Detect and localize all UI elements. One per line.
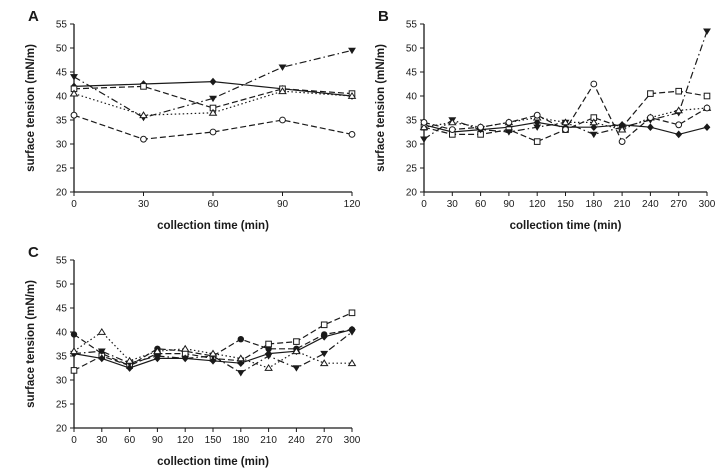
svg-text:surface tension (mN/m): surface tension (mN/m) (375, 44, 387, 172)
svg-text:45: 45 (56, 68, 68, 79)
svg-text:240: 240 (642, 199, 659, 210)
svg-text:30: 30 (406, 140, 418, 151)
svg-text:40: 40 (56, 92, 68, 103)
svg-text:0: 0 (71, 435, 77, 446)
svg-text:50: 50 (56, 280, 68, 291)
svg-text:45: 45 (56, 304, 68, 315)
svg-text:120: 120 (344, 199, 361, 210)
svg-text:300: 300 (344, 435, 361, 446)
svg-text:collection time (min): collection time (min) (157, 220, 269, 232)
svg-text:55: 55 (56, 256, 68, 267)
svg-text:150: 150 (557, 199, 574, 210)
svg-text:30: 30 (96, 435, 108, 446)
svg-text:40: 40 (406, 92, 418, 103)
svg-text:20: 20 (56, 424, 68, 435)
svg-text:300: 300 (699, 199, 716, 210)
svg-text:45: 45 (406, 68, 418, 79)
panel-b-label: B (378, 8, 389, 25)
svg-text:90: 90 (277, 199, 289, 210)
svg-text:270: 270 (670, 199, 687, 210)
svg-text:120: 120 (529, 199, 546, 210)
chart-plot: 0 30 60 90 120 150 180 210 240 270 300 20 25 30 35 40 45… (25, 256, 361, 469)
svg-text:collection time (min): collection time (min) (157, 456, 269, 468)
svg-text:270: 270 (316, 435, 333, 446)
svg-text:35: 35 (56, 116, 68, 127)
svg-text:35: 35 (406, 116, 418, 127)
svg-text:90: 90 (152, 435, 164, 446)
svg-text:40: 40 (56, 328, 68, 339)
svg-text:collection time (min): collection time (min) (510, 220, 622, 232)
svg-text:surface tension (mN/m): surface tension (mN/m) (25, 280, 37, 408)
panel-a: A 0 30 60 90 120 20 25 30 35 40 45 50 55 collection t… (22, 6, 362, 236)
panel-c-label: C (28, 244, 39, 261)
svg-text:30: 30 (56, 140, 68, 151)
svg-text:50: 50 (406, 44, 418, 55)
svg-text:20: 20 (56, 188, 68, 199)
svg-text:60: 60 (475, 199, 487, 210)
svg-text:50: 50 (56, 44, 68, 55)
svg-text:35: 35 (56, 352, 68, 363)
svg-text:240: 240 (288, 435, 305, 446)
svg-text:0: 0 (421, 199, 427, 210)
svg-text:60: 60 (207, 199, 219, 210)
svg-text:25: 25 (56, 164, 68, 175)
svg-text:55: 55 (56, 20, 68, 31)
svg-text:150: 150 (205, 435, 222, 446)
svg-text:180: 180 (232, 435, 249, 446)
chart-plot: 0 30 60 90 120 150 180 210 240 270 300 20 25 30 35 40 45… (375, 20, 716, 233)
svg-text:0: 0 (71, 199, 77, 210)
svg-text:210: 210 (260, 435, 277, 446)
panel-b: B 0 30 60 90 120 150 180 210 240 270 300 20 25 30 35 40… (372, 6, 717, 236)
svg-text:120: 120 (177, 435, 194, 446)
svg-text:30: 30 (447, 199, 459, 210)
svg-text:25: 25 (406, 164, 418, 175)
svg-text:210: 210 (614, 199, 631, 210)
svg-text:30: 30 (56, 376, 68, 387)
svg-text:180: 180 (585, 199, 602, 210)
svg-text:55: 55 (406, 20, 418, 31)
panel-a-label: A (28, 8, 39, 25)
svg-text:30: 30 (138, 199, 150, 210)
svg-text:20: 20 (406, 188, 418, 199)
svg-text:25: 25 (56, 400, 68, 411)
svg-text:90: 90 (503, 199, 515, 210)
svg-text:60: 60 (124, 435, 136, 446)
svg-text:surface tension (mN/m): surface tension (mN/m) (25, 44, 37, 172)
chart-plot: 0 30 60 90 120 20 25 30 35 40 45 50 55 collection tim… (25, 20, 361, 233)
panel-c: C 0 30 60 90 120 150 180 210 240 270 300 20 25 30 35 40… (22, 242, 362, 472)
